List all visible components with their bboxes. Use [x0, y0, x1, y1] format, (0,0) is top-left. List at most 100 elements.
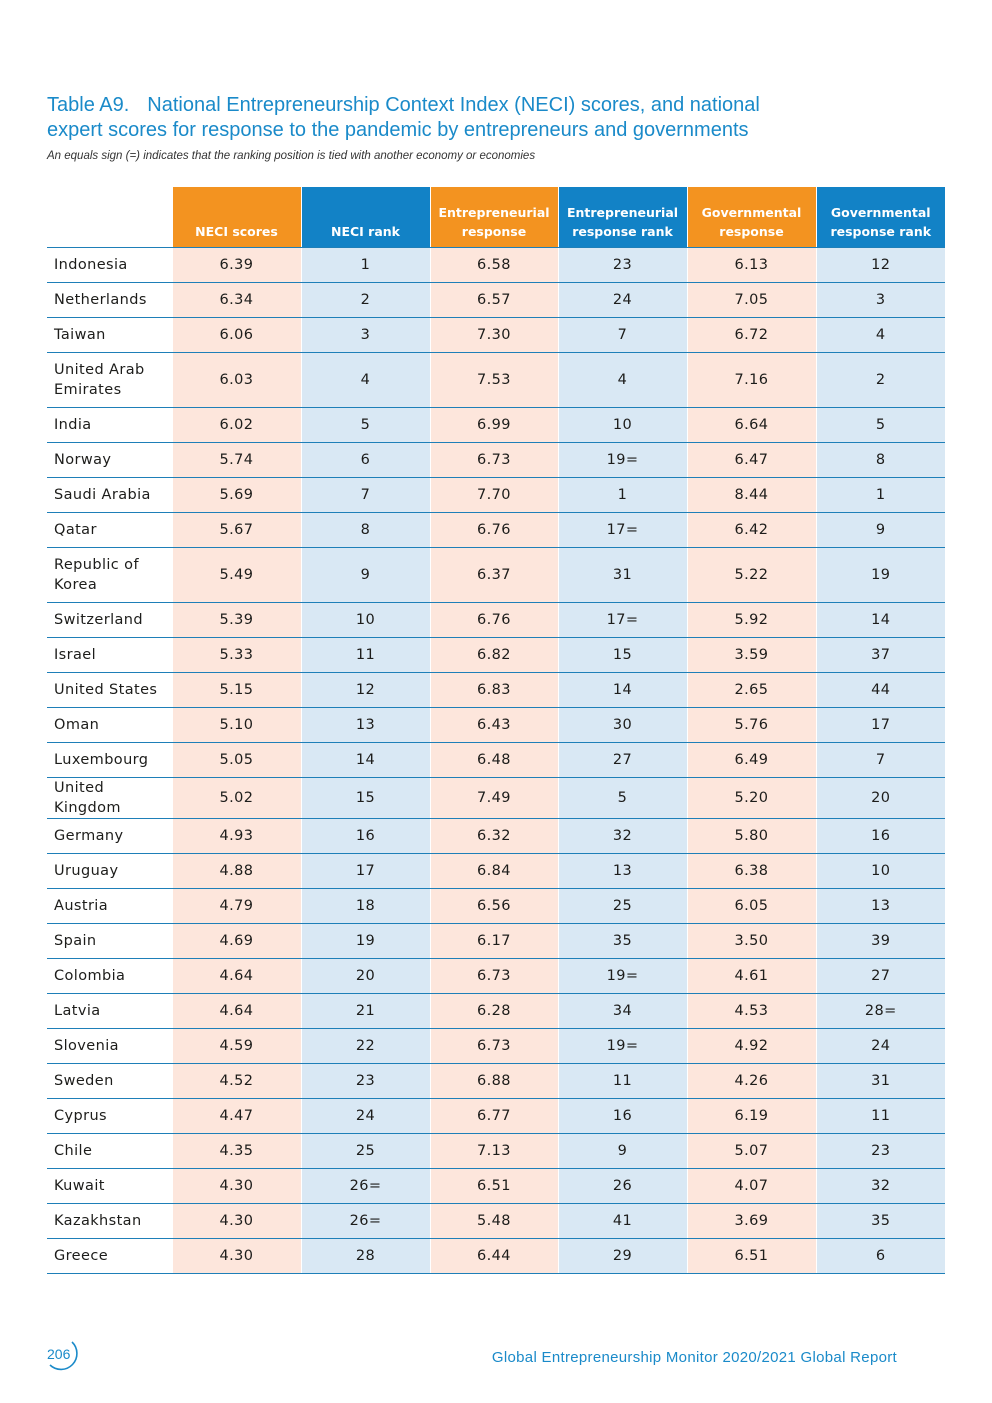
cell-entrepreneurial-response: 7.53: [429, 352, 558, 408]
cell-neci-score: 4.30: [171, 1203, 301, 1239]
cell-neci-score: 5.15: [171, 672, 301, 708]
cell-entrepreneurial-response: 6.73: [429, 1028, 558, 1064]
cell-neci-rank: 21: [300, 993, 430, 1029]
cell-governmental-rank: 19: [815, 547, 945, 603]
table-label: Table A9.: [47, 94, 130, 116]
cell-neci-rank: 9: [300, 547, 430, 603]
title-text-1: National Entrepreneurship Context Index …: [147, 94, 760, 116]
cell-neci-rank: 12: [300, 672, 430, 708]
cell-entrepreneurial-rank: 19=: [557, 958, 687, 994]
cell-entrepreneurial-response: 6.44: [429, 1238, 558, 1274]
table-note: An equals sign (=) indicates that the ra…: [47, 150, 536, 162]
cell-entrepreneurial-response: 6.37: [429, 547, 558, 603]
cell-governmental-response: 4.92: [686, 1028, 816, 1064]
table-row: Slovenia 4.59 22 6.73 19= 4.92 24: [47, 1028, 945, 1064]
table-row: Latvia 4.64 21 6.28 34 4.53 28=: [47, 993, 945, 1029]
cell-governmental-rank: 44: [815, 672, 945, 708]
cell-entrepreneurial-rank: 26: [557, 1168, 687, 1204]
cell-governmental-response: 6.47: [686, 442, 816, 478]
cell-governmental-rank: 20: [815, 777, 945, 819]
cell-entrepreneurial-rank: 4: [557, 352, 687, 408]
cell-governmental-rank: 31: [815, 1063, 945, 1099]
cell-governmental-rank: 16: [815, 818, 945, 854]
cell-governmental-rank: 2: [815, 352, 945, 408]
cell-neci-rank: 4: [300, 352, 430, 408]
cell-governmental-rank: 27: [815, 958, 945, 994]
cell-governmental-response: 4.07: [686, 1168, 816, 1204]
cell-entrepreneurial-response: 6.28: [429, 993, 558, 1029]
cell-governmental-rank: 28=: [815, 993, 945, 1029]
cell-neci-score: 4.79: [171, 888, 301, 924]
cell-entrepreneurial-response: 6.32: [429, 818, 558, 854]
cell-economy: Saudi Arabia: [47, 477, 172, 513]
table-row: Norway 5.74 6 6.73 19= 6.47 8: [47, 442, 945, 478]
cell-neci-rank: 3: [300, 317, 430, 353]
cell-governmental-response: 6.64: [686, 407, 816, 443]
cell-governmental-response: 6.38: [686, 853, 816, 889]
table-row: Spain 4.69 19 6.17 35 3.50 39: [47, 923, 945, 959]
cell-economy: Greece: [47, 1238, 172, 1274]
cell-governmental-response: 6.13: [686, 247, 816, 283]
table-row: Greece 4.30 28 6.44 29 6.51 6: [47, 1238, 945, 1274]
cell-neci-score: 5.67: [171, 512, 301, 548]
cell-economy: Switzerland: [47, 602, 172, 638]
cell-economy: Spain: [47, 923, 172, 959]
cell-neci-rank: 28: [300, 1238, 430, 1274]
cell-neci-rank: 19: [300, 923, 430, 959]
cell-governmental-rank: 17: [815, 707, 945, 743]
cell-neci-rank: 2: [300, 282, 430, 318]
table-row: United States 5.15 12 6.83 14 2.65 44: [47, 672, 945, 708]
cell-entrepreneurial-response: 6.76: [429, 602, 558, 638]
cell-governmental-response: 7.16: [686, 352, 816, 408]
cell-governmental-rank: 11: [815, 1098, 945, 1134]
cell-governmental-response: 3.59: [686, 637, 816, 673]
table-row: Israel 5.33 11 6.82 15 3.59 37: [47, 637, 945, 673]
cell-governmental-response: 6.72: [686, 317, 816, 353]
cell-entrepreneurial-response: 6.48: [429, 742, 558, 778]
cell-neci-rank: 23: [300, 1063, 430, 1099]
cell-neci-rank: 18: [300, 888, 430, 924]
cell-entrepreneurial-response: 7.30: [429, 317, 558, 353]
cell-economy: Sweden: [47, 1063, 172, 1099]
cell-entrepreneurial-rank: 1: [557, 477, 687, 513]
cell-entrepreneurial-rank: 31: [557, 547, 687, 603]
header-neci-rank: NECI rank: [300, 187, 430, 248]
cell-entrepreneurial-response: 6.73: [429, 958, 558, 994]
cell-neci-score: 5.39: [171, 602, 301, 638]
cell-economy: Germany: [47, 818, 172, 854]
cell-neci-score: 4.30: [171, 1238, 301, 1274]
cell-entrepreneurial-rank: 29: [557, 1238, 687, 1274]
cell-entrepreneurial-rank: 19=: [557, 1028, 687, 1064]
cell-neci-rank: 24: [300, 1098, 430, 1134]
cell-entrepreneurial-response: 6.57: [429, 282, 558, 318]
cell-entrepreneurial-response: 6.88: [429, 1063, 558, 1099]
header-entrepreneurial-rank: Entrepreneurial response rank: [557, 187, 687, 248]
table-row: United Arab Emirates 6.03 4 7.53 4 7.16 2: [47, 352, 945, 408]
cell-entrepreneurial-response: 6.82: [429, 637, 558, 673]
header-governmental-response: Governmental response: [686, 187, 816, 248]
table-row: India 6.02 5 6.99 10 6.64 5: [47, 407, 945, 443]
cell-neci-rank: 26=: [300, 1203, 430, 1239]
cell-entrepreneurial-response: 6.76: [429, 512, 558, 548]
cell-economy: United Kingdom: [47, 777, 172, 819]
cell-governmental-response: 5.07: [686, 1133, 816, 1169]
cell-entrepreneurial-response: 6.51: [429, 1168, 558, 1204]
cell-governmental-response: 2.65: [686, 672, 816, 708]
cell-economy: Slovenia: [47, 1028, 172, 1064]
cell-entrepreneurial-rank: 27: [557, 742, 687, 778]
cell-entrepreneurial-response: 6.99: [429, 407, 558, 443]
table-row: Sweden 4.52 23 6.88 11 4.26 31: [47, 1063, 945, 1099]
cell-neci-score: 4.30: [171, 1168, 301, 1204]
cell-neci-score: 6.06: [171, 317, 301, 353]
cell-neci-score: 4.59: [171, 1028, 301, 1064]
table-row: Germany 4.93 16 6.32 32 5.80 16: [47, 818, 945, 854]
header-ent-rank-line1: Entrepreneurial: [566, 205, 679, 220]
cell-entrepreneurial-rank: 15: [557, 637, 687, 673]
cell-governmental-rank: 32: [815, 1168, 945, 1204]
cell-entrepreneurial-rank: 14: [557, 672, 687, 708]
cell-entrepreneurial-rank: 9: [557, 1133, 687, 1169]
cell-neci-rank: 6: [300, 442, 430, 478]
cell-entrepreneurial-response: 6.43: [429, 707, 558, 743]
cell-entrepreneurial-rank: 25: [557, 888, 687, 924]
cell-neci-rank: 14: [300, 742, 430, 778]
